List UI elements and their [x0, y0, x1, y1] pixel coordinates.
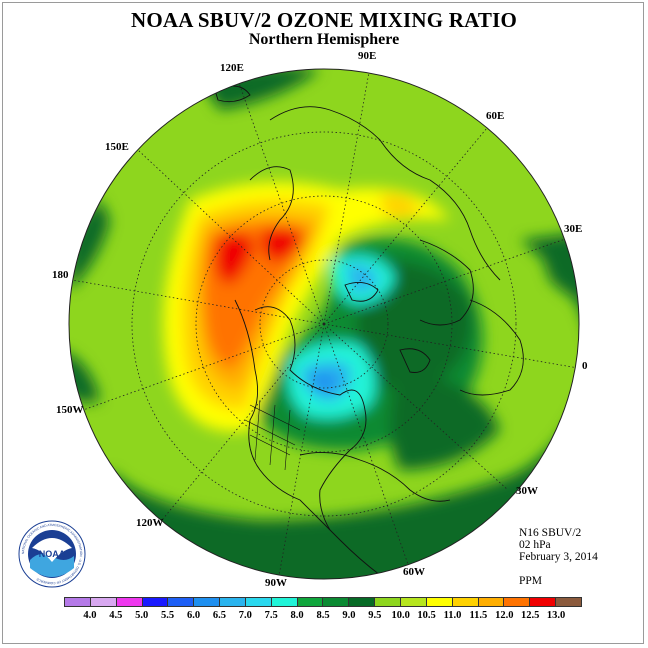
longitude-label-120e: 120E — [220, 62, 244, 74]
hemisphere-boundary — [68, 68, 580, 580]
colorbar-swatch — [556, 598, 581, 606]
longitude-grid — [71, 71, 579, 577]
longitude-label-0: 0 — [582, 360, 588, 372]
colorbar-swatch — [245, 598, 272, 606]
colorbar-tick-label: 6.0 — [186, 610, 201, 621]
longitude-label-90e: 90E — [358, 50, 377, 62]
colorbar-swatch — [168, 598, 195, 606]
colorbar-tick-label: 8.5 — [316, 610, 330, 621]
coastlines — [214, 85, 524, 576]
colorbar-swatch — [271, 598, 298, 606]
longitude-label-150w: 150W — [56, 404, 84, 416]
colorbar — [64, 597, 582, 607]
colorbar-tick-label: 11.5 — [469, 610, 488, 621]
longitude-label-30w: 30W — [516, 485, 538, 497]
colorbar-tick-label: 5.0 — [135, 610, 149, 621]
colorbar-swatch — [323, 598, 350, 606]
colorbar-swatch — [426, 598, 453, 606]
colorbar-swatch — [65, 598, 91, 606]
colorbar-swatch — [297, 598, 324, 606]
us-state-borders — [244, 399, 301, 471]
colorbar-tick-label: 10.5 — [417, 610, 436, 621]
svg-text:NOAA: NOAA — [39, 549, 66, 559]
longitude-label-150e: 150E — [105, 141, 129, 153]
colorbar-swatch — [90, 598, 117, 606]
colorbar-tick-label: 13.0 — [546, 610, 566, 621]
longitude-label-90w: 90W — [265, 577, 287, 589]
longitude-label-60w: 60W — [403, 566, 425, 578]
colorbar-swatch — [349, 598, 376, 606]
colorbar-tick-label: 10.0 — [391, 610, 410, 621]
colorbar-tick-label: 7.5 — [264, 610, 278, 621]
colorbar-tick-label: 12.0 — [495, 610, 514, 621]
colorbar-tick-label: 9.0 — [342, 610, 356, 621]
pressure-level-label: 02 hPa — [519, 539, 551, 551]
map-title: NOAA SBUV/2 OZONE MIXING RATIO — [131, 8, 517, 32]
longitude-label-180: 180 — [52, 269, 69, 281]
colorbar-tick-label: 4.5 — [109, 610, 123, 621]
colorbar-tick-label: 8.0 — [290, 610, 304, 621]
colorbar-tick-label: 12.5 — [521, 610, 540, 621]
colorbar-tick-label: 4.0 — [83, 610, 97, 621]
colorbar-tick-label: 6.5 — [212, 610, 226, 621]
colorbar-tick-label: 11.0 — [443, 610, 462, 621]
colorbar-swatch — [375, 598, 401, 606]
colorbar-swatch — [452, 598, 479, 606]
colorbar-swatch — [142, 598, 169, 606]
colorbar-swatch — [194, 598, 221, 606]
colorbar-swatch — [116, 598, 143, 606]
instrument-label: N16 SBUV/2 — [519, 527, 582, 539]
colorbar-swatch — [504, 598, 531, 606]
longitude-label-60e: 60E — [486, 110, 505, 122]
colorbar-swatch — [478, 598, 505, 606]
colorbar-tick-label: 9.5 — [368, 610, 382, 621]
colorbar-swatch — [400, 598, 427, 606]
longitude-label-30e: 30E — [564, 223, 583, 235]
ozone-contours — [69, 69, 579, 579]
noaa-logo: NOAA NATIONAL OCEANIC AND ATMOSPHERIC AD… — [18, 520, 86, 588]
colorbar-tick-label: 7.0 — [238, 610, 252, 621]
colorbar-swatch — [220, 598, 246, 606]
longitude-label-120w: 120W — [136, 517, 164, 529]
date-label: February 3, 2014 — [519, 551, 598, 563]
colorbar-tick-label: 5.5 — [161, 610, 175, 621]
colorbar-swatch — [530, 598, 557, 606]
map-subtitle: Northern Hemisphere — [248, 31, 400, 48]
units-label: PPM — [519, 575, 543, 587]
